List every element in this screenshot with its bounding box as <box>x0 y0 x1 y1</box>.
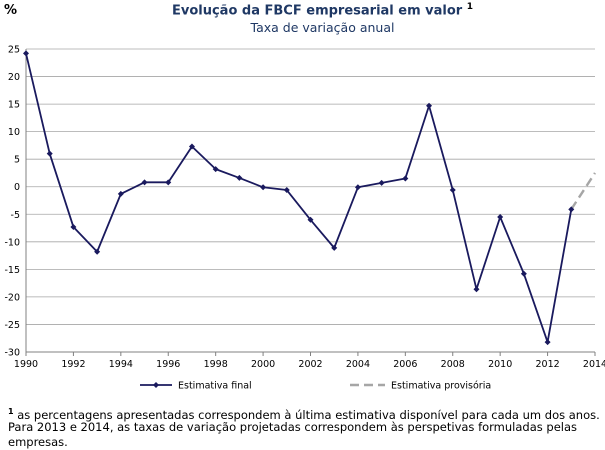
y-axis-tick-labels: 25 20 15 10 5 0 -5 -10 -15 -20 -25 -30 <box>4 45 20 359</box>
x-tick-label: 2012 <box>535 359 559 370</box>
x-axis-tick-labels: 1990 1992 1994 1996 1998 2000 2002 2004 2006 2008… <box>14 359 605 370</box>
series-final-point <box>473 286 480 293</box>
y-tick-label: 15 <box>8 100 20 111</box>
series-final-point <box>331 244 338 251</box>
series-final-point <box>94 248 101 255</box>
y-tick-label: -10 <box>4 237 20 248</box>
series-final-point <box>141 179 148 186</box>
series-final-point <box>544 339 551 346</box>
series-final-point <box>402 175 409 182</box>
series-final-point <box>283 187 290 194</box>
y-tick-label: -25 <box>4 320 20 331</box>
footnote-line-2: Para 2013 e 2014, as taxas de variação p… <box>8 420 578 449</box>
series-final-point <box>354 184 361 191</box>
x-tick-label: 2004 <box>346 359 370 370</box>
x-tick-label: 1998 <box>204 359 228 370</box>
series-provisional-line <box>570 172 597 210</box>
series-final-point <box>260 184 267 191</box>
x-tick-label: 2006 <box>393 359 417 370</box>
chart-title-text: Evolução da FBCF empresarial em valor <box>171 3 463 19</box>
series-final-point <box>426 102 433 109</box>
y-tick-label: 0 <box>14 182 20 193</box>
x-tick-label: 1994 <box>109 359 133 370</box>
legend-final-label: Estimativa final <box>178 381 252 392</box>
series-final-point <box>70 223 77 230</box>
series-final-point <box>188 143 195 150</box>
y-tick-label: -20 <box>4 292 20 303</box>
x-tick-label: 1992 <box>61 359 85 370</box>
y-tick-label: -5 <box>11 210 20 221</box>
y-tick-label: -15 <box>4 265 20 276</box>
series-final-point <box>497 214 504 221</box>
series-final-line <box>25 53 573 343</box>
x-tick-label: 1990 <box>14 359 38 370</box>
x-tick-label: 2000 <box>251 359 275 370</box>
x-tick-label: 2002 <box>298 359 322 370</box>
chart-title: Evolução da FBCF empresarial em valor 1 <box>0 2 605 18</box>
x-tick-label: 2014 <box>583 359 605 370</box>
series-final-point <box>236 174 243 181</box>
series-final-point <box>117 190 124 197</box>
legend-final-marker <box>153 382 159 388</box>
y-tick-label: -30 <box>4 348 20 359</box>
series-final-point <box>307 216 314 223</box>
series-final-point <box>23 50 29 57</box>
footnote-text-1: as percentagens apresentadas corresponde… <box>17 407 600 422</box>
series-final-point <box>165 179 172 186</box>
series-final-point <box>568 206 575 213</box>
y-unit-label: % <box>4 3 18 18</box>
legend: Estimativa final Estimativa provisória <box>140 381 491 392</box>
footnote-marker: 1 <box>8 407 14 416</box>
chart-subtitle: Taxa de variação anual <box>250 20 395 35</box>
series-final-point <box>520 270 527 277</box>
x-tick-label: 1996 <box>156 359 180 370</box>
y-tick-label: 5 <box>14 155 20 166</box>
line-chart: 25 20 15 10 5 0 -5 -10 -15 -20 -25 -30 1990 1992 1994… <box>4 45 605 392</box>
series-final-point <box>46 150 53 157</box>
series-final-point <box>449 187 456 194</box>
y-tick-label: 25 <box>8 45 20 56</box>
y-tick-label: 10 <box>8 127 20 138</box>
axes <box>25 49 596 356</box>
x-tick-label: 2008 <box>441 359 465 370</box>
legend-provisional-label: Estimativa provisória <box>391 381 491 392</box>
footnote-line-1: 1 as percentagens apresentadas correspon… <box>8 404 603 423</box>
series-layer <box>23 50 597 346</box>
x-tick-label: 2010 <box>488 359 512 370</box>
series-final-point <box>378 179 385 186</box>
grid-lines <box>26 48 595 353</box>
y-tick-label: 20 <box>8 72 20 83</box>
series-final-point <box>212 166 219 173</box>
title-footnote-marker: 1 <box>466 2 474 12</box>
